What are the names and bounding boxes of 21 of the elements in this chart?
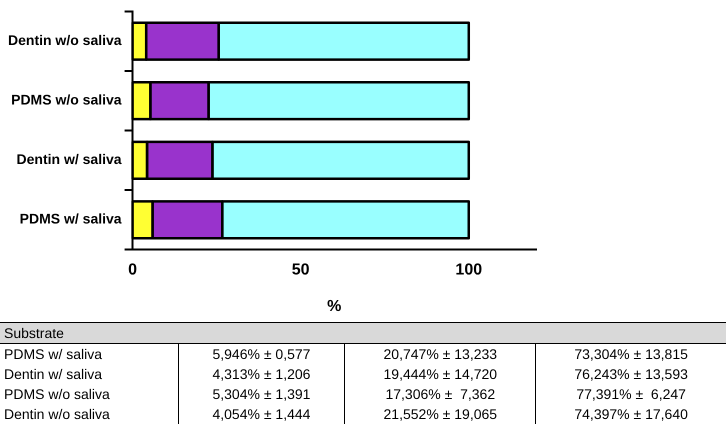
x-axis-title: % [327, 298, 342, 315]
y-tick-label: PDMS w/o saliva [11, 92, 122, 108]
text: 4,054% ± 1,444 [178, 404, 345, 424]
text: 74,397% ± 17,640 [536, 404, 726, 424]
text: 17,306% ± 7,362 [344, 384, 536, 404]
y-tick-label: Dentin w/o saliva [8, 32, 122, 48]
text: 5,304% ± 1,391 [178, 384, 345, 404]
text: 20,747% ± 13,233 [344, 344, 536, 364]
text: 5,946% ± 0,577 [178, 344, 345, 364]
text: 19,444% ± 14,720 [344, 364, 536, 384]
text: 73,304% ± 13,815 [536, 344, 726, 364]
x-tick-label: 100 [455, 262, 482, 279]
x-tick-label: 50 [292, 262, 310, 279]
text: 4,313% ± 1,206 [178, 364, 345, 384]
x-tick-label: 0 [128, 262, 138, 279]
text: 77,391% ± 6,247 [536, 384, 726, 404]
text: 21,552% ± 19,065 [344, 404, 536, 424]
y-tick-label: PDMS w/ saliva [20, 210, 122, 227]
text: Substrate [0, 322, 178, 344]
text: 76,243% ± 13,593 [536, 364, 726, 384]
y-tick-label: Dentin w/ saliva [16, 151, 122, 168]
